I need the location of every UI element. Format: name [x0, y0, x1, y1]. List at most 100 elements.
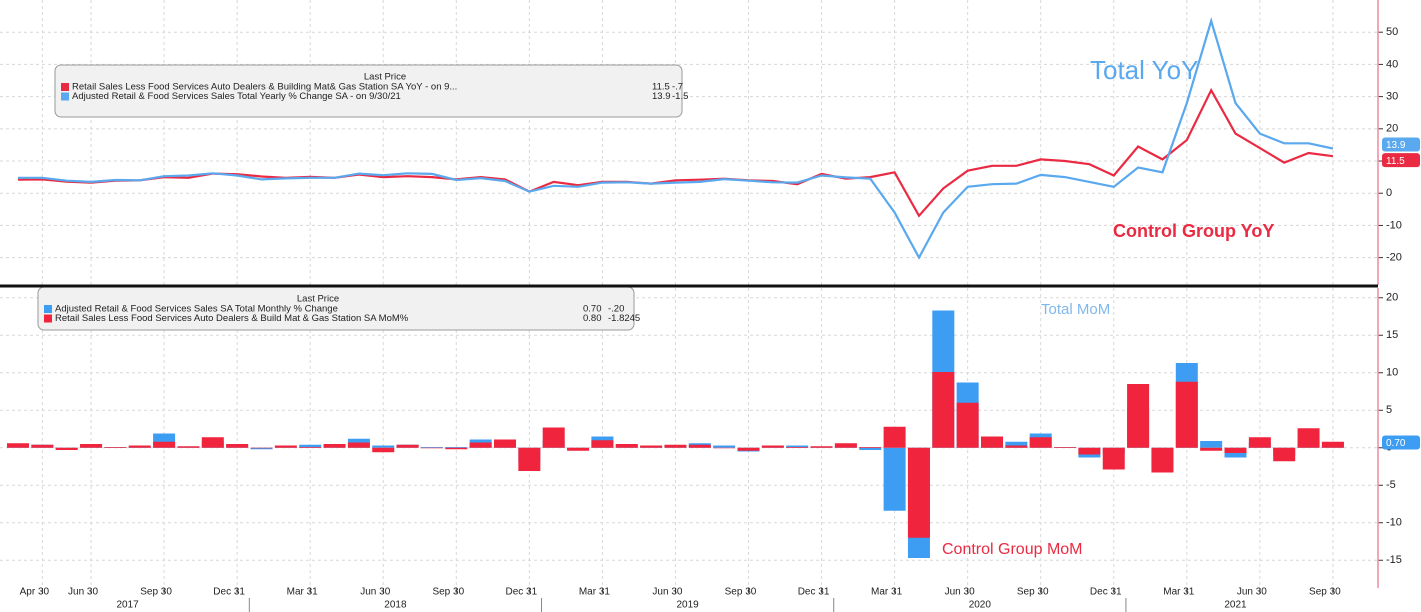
bar — [932, 372, 955, 448]
y-tick-label: 40 — [1386, 58, 1398, 70]
bar — [80, 444, 103, 448]
bar — [469, 442, 492, 448]
x-tick-label: Dec 31 — [1090, 587, 1122, 598]
bar — [1248, 437, 1271, 448]
bar — [786, 447, 809, 448]
x-tick-label: Mar 31 — [871, 587, 903, 598]
bar — [883, 447, 906, 511]
last-price-tag-label: 11.5 — [1386, 156, 1405, 167]
bar — [542, 427, 565, 448]
x-tick-label: Jun 30 — [1237, 587, 1267, 598]
x-year-label: 2021 — [1224, 600, 1247, 611]
bar — [1224, 447, 1247, 453]
bar — [737, 447, 760, 451]
legend-label: Retail Sales Less Food Services Auto Dea… — [55, 313, 409, 324]
x-year-label: 2019 — [677, 600, 700, 611]
legend-change: -.7 — [672, 82, 683, 93]
legend-label: Adjusted Retail & Food Services Sales To… — [72, 91, 401, 102]
bar — [1005, 445, 1028, 448]
legend-last-price: 0.70 — [583, 304, 602, 315]
x-tick-label: Mar 31 — [287, 587, 319, 598]
bar — [372, 447, 395, 453]
annotation: Control Group MoM — [942, 541, 1083, 558]
bar — [55, 447, 78, 450]
x-tick-label: Sep 30 — [1017, 587, 1049, 598]
bar — [1273, 447, 1296, 462]
legend-change: -1.5 — [672, 91, 688, 102]
bar — [859, 447, 882, 448]
bar — [1200, 441, 1223, 448]
bar — [591, 440, 614, 448]
bar — [640, 445, 663, 448]
bar — [883, 426, 906, 448]
x-year-label: 2017 — [116, 600, 139, 611]
bar — [323, 444, 346, 448]
bar — [177, 446, 200, 448]
last-price-tag-label: 0.70 — [1386, 438, 1406, 449]
bar — [567, 447, 590, 451]
bar — [226, 444, 249, 448]
x-tick-label: Mar 31 — [1163, 587, 1195, 598]
bar — [1054, 447, 1077, 448]
bar — [396, 444, 419, 448]
legend-label: Retail Sales Less Food Services Auto Dea… — [72, 82, 457, 93]
bar — [1151, 447, 1174, 473]
y-tick-label: -10 — [1386, 517, 1402, 529]
y-tick-label: 0 — [1386, 187, 1392, 199]
legend-swatch — [44, 305, 52, 313]
x-tick-label: Sep 30 — [725, 587, 757, 598]
bar — [907, 447, 930, 538]
bar — [1297, 428, 1320, 448]
bar — [1029, 437, 1052, 448]
bar — [1321, 441, 1344, 448]
bar — [445, 447, 468, 450]
bar — [299, 444, 322, 448]
bar — [1175, 381, 1198, 448]
bar — [713, 445, 736, 448]
line-series — [17, 87, 1334, 218]
bar — [615, 444, 638, 448]
legend-last-price: 13.9 — [652, 91, 671, 102]
y-tick-label: 5 — [1386, 404, 1392, 416]
legend-title: Last Price — [364, 72, 406, 83]
bar — [128, 445, 151, 448]
bar — [786, 445, 809, 448]
bar — [250, 447, 273, 450]
x-tick-label: Jun 30 — [945, 587, 975, 598]
bar — [347, 442, 370, 448]
last-price-tag — [1382, 435, 1420, 450]
last-price-tag-label: 13.9 — [1386, 140, 1406, 151]
x-tick-label: Apr 30 — [20, 587, 50, 598]
legend-swatch — [61, 92, 69, 101]
y-tick-label: 15 — [1386, 329, 1398, 341]
legend-title: Last Price — [297, 294, 339, 305]
x-tick-label: Dec 31 — [798, 587, 830, 598]
y-tick-label: 20 — [1386, 292, 1398, 304]
y-tick-label: 10 — [1386, 367, 1398, 379]
y-tick-label: -20 — [1386, 252, 1402, 264]
bar — [299, 447, 322, 448]
x-tick-label: Jun 30 — [68, 587, 98, 598]
y-tick-label: -10 — [1386, 219, 1402, 231]
bar — [1078, 447, 1101, 455]
x-tick-label: Dec 31 — [213, 587, 245, 598]
legend-box — [54, 64, 683, 118]
bar — [31, 444, 54, 448]
bar — [1005, 441, 1028, 448]
bar — [250, 447, 273, 449]
bar — [859, 447, 882, 450]
x-tick-label: Sep 30 — [1309, 587, 1341, 598]
bar — [104, 447, 127, 448]
x-year-label: 2018 — [384, 600, 407, 611]
bar — [372, 445, 395, 448]
bar — [810, 446, 833, 448]
bar — [981, 436, 1003, 448]
x-tick-label: Mar 31 — [579, 587, 611, 598]
legend-swatch — [44, 314, 52, 323]
bar — [834, 443, 857, 448]
bar — [1127, 384, 1150, 448]
bar — [274, 445, 297, 448]
bar — [494, 439, 516, 448]
